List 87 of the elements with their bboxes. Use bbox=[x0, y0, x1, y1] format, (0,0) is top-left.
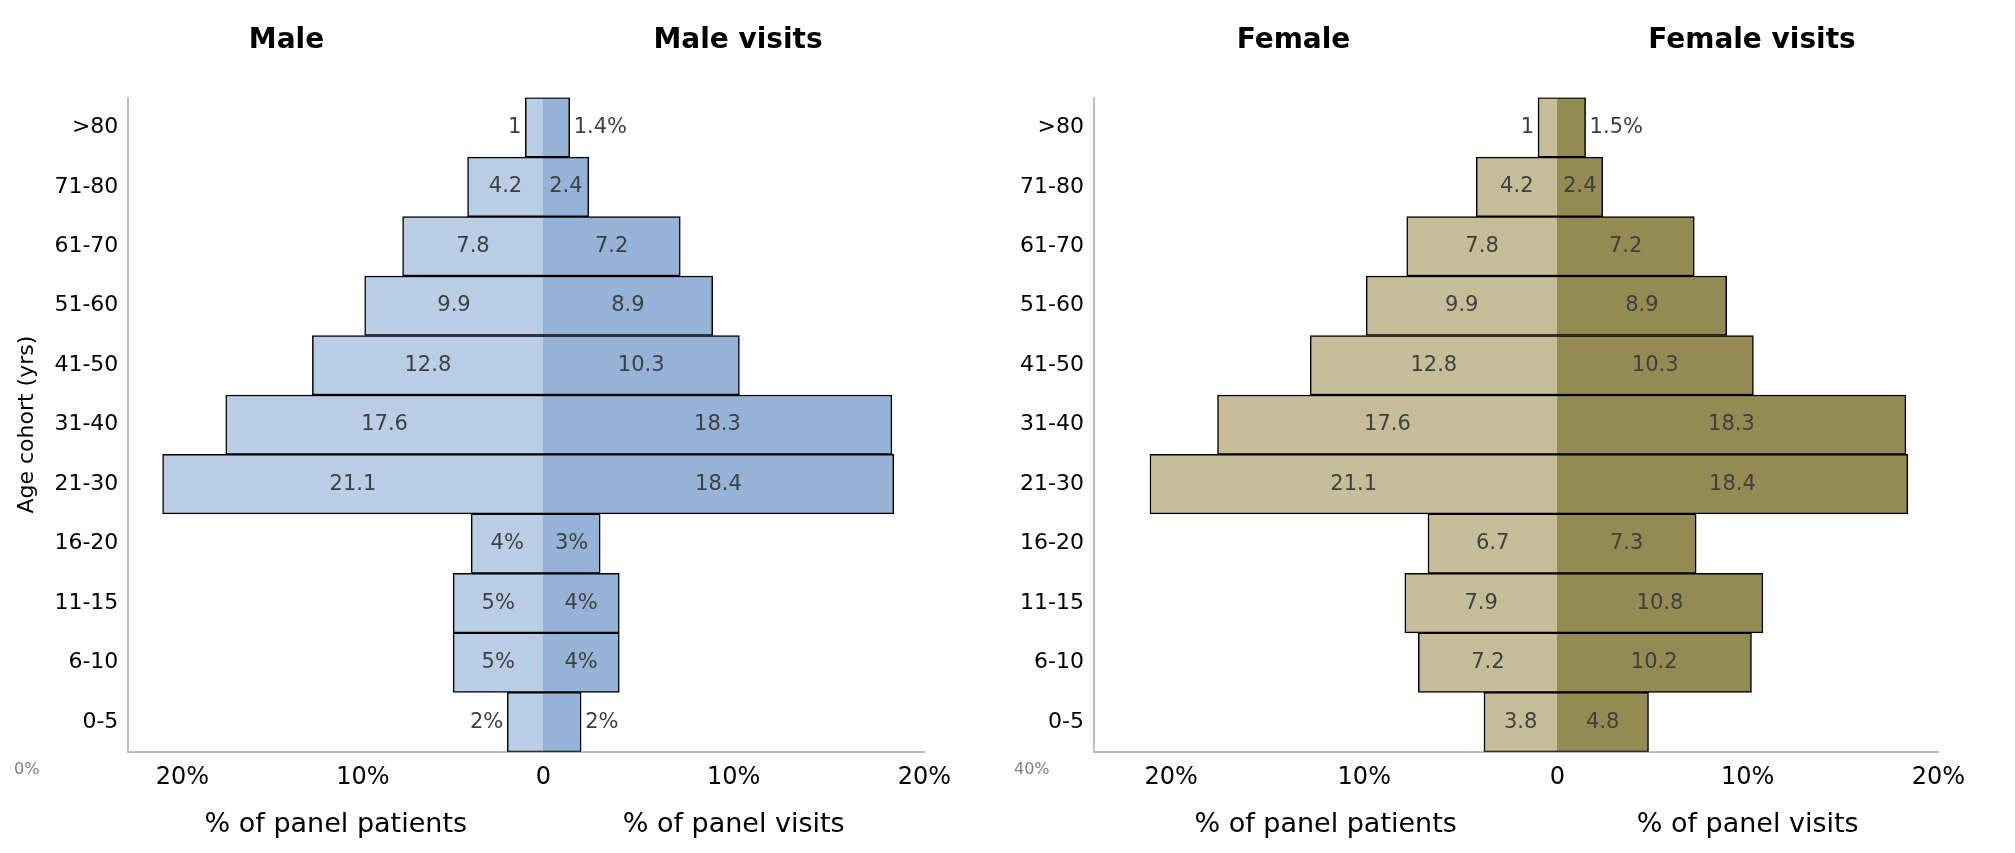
chart-title: Female bbox=[1236, 22, 1351, 56]
x-axis-title: % of panel patients bbox=[204, 806, 468, 838]
data-label: 10.8 bbox=[1636, 589, 1684, 614]
data-label: 18.3 bbox=[1708, 411, 1756, 436]
y-tick-label: 31-40 bbox=[1019, 410, 1084, 436]
text: 0% bbox=[14, 758, 40, 778]
data-label: 7.9 bbox=[1464, 589, 1498, 614]
data-label: 12.8 bbox=[1410, 351, 1458, 376]
y-tick-label: 61-70 bbox=[1019, 232, 1084, 257]
data-label: 2.4 bbox=[549, 173, 583, 198]
x-tick-label: 10% bbox=[336, 762, 390, 791]
x-tick-label: 20% bbox=[1912, 762, 1966, 791]
data-label: 3% bbox=[555, 530, 589, 555]
y-tick-label: 51-60 bbox=[1019, 291, 1084, 317]
data-label: 4% bbox=[564, 589, 599, 614]
data-label: 8.9 bbox=[1625, 292, 1659, 317]
data-label: 4.2 bbox=[488, 173, 523, 198]
chart-title: Female visits bbox=[1648, 22, 1857, 56]
y-tick-label: 16-20 bbox=[1019, 529, 1084, 555]
x-tick-label: 10% bbox=[707, 762, 761, 791]
data-label: 7.2 bbox=[1609, 232, 1643, 257]
y-axis-title: Age cohort (yrs) bbox=[12, 335, 38, 514]
x-axis-title: % of panel visits bbox=[1637, 806, 1860, 838]
y-tick-label: 6-10 bbox=[68, 648, 119, 674]
data-label: 17.6 bbox=[1364, 411, 1411, 436]
data-label: 17.6 bbox=[361, 411, 408, 436]
data-label: 4.2 bbox=[1500, 173, 1534, 198]
y-tick-label: 21-30 bbox=[1019, 469, 1084, 495]
data-label: 1.5% bbox=[1589, 113, 1644, 138]
data-label: 7.2 bbox=[1471, 649, 1505, 674]
data-label: 10.2 bbox=[1631, 649, 1678, 674]
x-tick-label: 10% bbox=[1721, 762, 1775, 791]
y-tick-label: 21-30 bbox=[54, 469, 119, 495]
data-label: 5% bbox=[481, 589, 515, 614]
y-tick-label: 31-40 bbox=[54, 410, 119, 436]
data-label: 7.2 bbox=[595, 232, 629, 257]
y-tick-label: 61-70 bbox=[54, 232, 119, 257]
x-tick-label: 0 bbox=[1549, 762, 1566, 791]
chart-title: Male bbox=[248, 22, 325, 56]
y-tick-label: 41-50 bbox=[1019, 350, 1084, 376]
y-tick-label: 51-60 bbox=[54, 291, 119, 317]
y-tick-label: >80 bbox=[1037, 113, 1084, 139]
data-label: 3.8 bbox=[1503, 708, 1538, 733]
data-label: 6.7 bbox=[1475, 530, 1510, 555]
data-label: 18.4 bbox=[695, 470, 743, 495]
chart-title: Male visits bbox=[653, 22, 823, 56]
y-tick-label: 16-20 bbox=[54, 529, 119, 555]
y-tick-label: 0-5 bbox=[1047, 707, 1084, 733]
data-label: 7.3 bbox=[1610, 530, 1644, 555]
x-tick-label: 20% bbox=[898, 762, 952, 791]
data-label: 18.3 bbox=[694, 411, 742, 436]
x-axis-title: % of panel visits bbox=[623, 806, 846, 838]
data-label: 1 bbox=[507, 113, 522, 138]
data-label: 1.4% bbox=[574, 113, 628, 138]
y-tick-label: 11-15 bbox=[54, 588, 119, 614]
y-tick-label: 41-50 bbox=[54, 350, 119, 376]
data-label: 10.3 bbox=[618, 351, 665, 376]
data-label: 10.3 bbox=[1632, 351, 1679, 376]
data-label: 2% bbox=[469, 708, 504, 733]
data-label: 2.4 bbox=[1563, 173, 1597, 198]
x-tick-label: 20% bbox=[155, 762, 210, 791]
data-label: 2% bbox=[585, 708, 619, 733]
data-label: 7.8 bbox=[456, 232, 490, 257]
y-tick-label: 6-10 bbox=[1033, 648, 1084, 674]
data-label: 21.1 bbox=[1330, 470, 1378, 495]
data-label: 9.9 bbox=[1445, 292, 1479, 317]
y-tick-label: >80 bbox=[71, 113, 119, 139]
data-label: 8.9 bbox=[611, 292, 645, 317]
data-label: 7.8 bbox=[1465, 232, 1499, 257]
data-label: 4% bbox=[490, 530, 524, 555]
y-tick-label: 71-80 bbox=[1019, 172, 1084, 198]
data-label: 9.9 bbox=[437, 292, 471, 317]
text: 40% bbox=[1014, 758, 1050, 778]
y-tick-label: 0-5 bbox=[82, 707, 119, 733]
y-tick-label: 71-80 bbox=[54, 172, 119, 198]
data-label: 21.1 bbox=[329, 470, 377, 495]
data-label: 12.8 bbox=[404, 351, 452, 376]
data-label: 18.4 bbox=[1709, 470, 1757, 495]
data-label: 5% bbox=[481, 649, 515, 674]
data-label: 1 bbox=[1520, 113, 1535, 138]
x-tick-label: 20% bbox=[1144, 762, 1198, 791]
x-tick-label: 0 bbox=[535, 762, 552, 791]
y-tick-label: 11-15 bbox=[1019, 588, 1084, 614]
data-label: 4% bbox=[564, 649, 599, 674]
x-tick-label: 10% bbox=[1337, 762, 1391, 791]
data-label: 4.8 bbox=[1586, 708, 1620, 733]
x-axis-title: % of panel patients bbox=[1194, 806, 1457, 838]
